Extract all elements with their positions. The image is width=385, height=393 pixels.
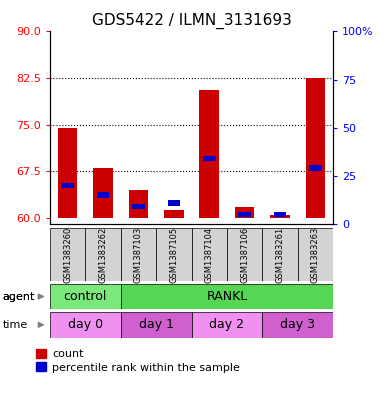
- Text: time: time: [3, 320, 28, 330]
- Text: GSM1383260: GSM1383260: [63, 226, 72, 283]
- Bar: [85, 228, 121, 281]
- Bar: [262, 228, 298, 281]
- Text: RANKL: RANKL: [206, 290, 248, 303]
- Bar: [156, 228, 191, 281]
- Bar: [203, 156, 216, 162]
- Bar: [192, 228, 227, 281]
- Legend: count, percentile rank within the sample: count, percentile rank within the sample: [36, 349, 240, 373]
- Bar: [62, 183, 74, 188]
- Bar: [227, 228, 262, 281]
- Bar: [50, 312, 121, 338]
- Bar: [238, 211, 251, 217]
- Text: GSM1387104: GSM1387104: [205, 226, 214, 283]
- Text: day 2: day 2: [209, 318, 244, 331]
- Text: GSM1383263: GSM1383263: [311, 226, 320, 283]
- Bar: [167, 200, 180, 206]
- Bar: [192, 312, 262, 338]
- Title: GDS5422 / ILMN_3131693: GDS5422 / ILMN_3131693: [92, 13, 291, 29]
- Bar: [129, 190, 148, 218]
- Text: day 0: day 0: [68, 318, 103, 331]
- Bar: [58, 128, 77, 218]
- Text: GSM1387105: GSM1387105: [169, 226, 178, 283]
- Bar: [121, 312, 192, 338]
- Bar: [298, 228, 333, 281]
- Text: day 3: day 3: [280, 318, 315, 331]
- Bar: [309, 165, 321, 171]
- Bar: [235, 207, 254, 218]
- Text: GSM1383261: GSM1383261: [275, 226, 285, 283]
- Text: control: control: [64, 290, 107, 303]
- Bar: [97, 192, 109, 198]
- Text: GSM1387106: GSM1387106: [240, 226, 249, 283]
- Bar: [132, 204, 145, 209]
- Bar: [94, 168, 113, 218]
- Bar: [270, 215, 290, 218]
- Text: GSM1387103: GSM1387103: [134, 226, 143, 283]
- Bar: [262, 312, 333, 338]
- Text: agent: agent: [2, 292, 34, 301]
- Text: day 1: day 1: [139, 318, 174, 331]
- Bar: [306, 78, 325, 218]
- Bar: [164, 210, 184, 218]
- Bar: [121, 284, 333, 309]
- Text: GSM1383262: GSM1383262: [99, 226, 108, 283]
- Bar: [50, 228, 85, 281]
- Text: agent: agent: [3, 292, 35, 301]
- Bar: [274, 211, 286, 217]
- Bar: [50, 284, 121, 309]
- Bar: [121, 228, 156, 281]
- Bar: [199, 90, 219, 218]
